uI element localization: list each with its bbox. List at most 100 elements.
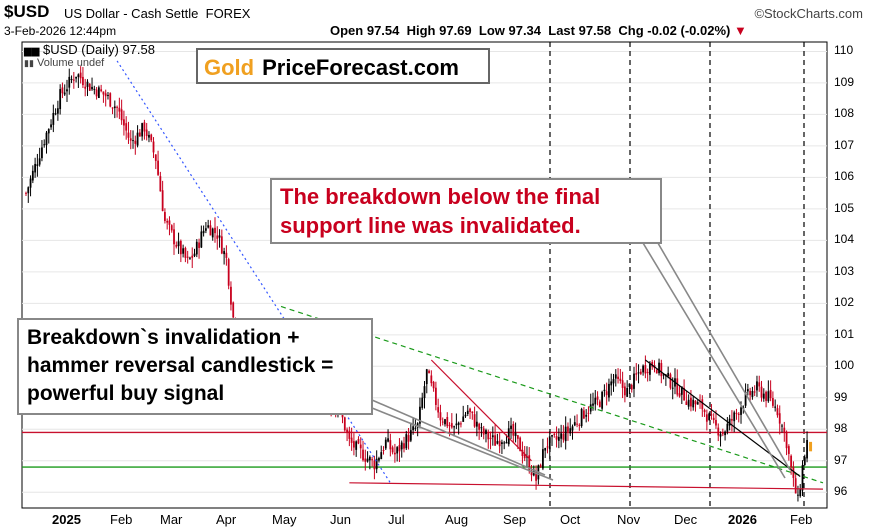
candle-body	[726, 423, 729, 432]
x-tick-label: May	[272, 512, 297, 527]
candle-body	[623, 386, 626, 396]
candle-body	[161, 190, 164, 212]
candle-body	[719, 434, 722, 437]
candle-body	[425, 369, 428, 385]
candle-body	[637, 372, 640, 374]
candle-body	[596, 396, 599, 400]
candle-body	[168, 220, 171, 225]
candle-body	[694, 400, 697, 405]
candle-body	[696, 402, 699, 405]
candle-body	[109, 93, 112, 107]
candle-body	[393, 452, 396, 455]
candle-body	[489, 437, 492, 440]
candle-body	[434, 387, 437, 405]
candle-body	[728, 418, 731, 426]
candle-body	[701, 399, 704, 410]
x-tick-label: Oct	[560, 512, 581, 527]
candle-body	[578, 424, 581, 426]
candle-body	[621, 380, 624, 388]
candle-body	[733, 412, 736, 422]
candle-body	[164, 212, 166, 221]
candle-body	[348, 430, 351, 439]
candle-body	[480, 427, 483, 429]
plot-area	[21, 41, 828, 509]
x-tick-label: Sep	[503, 512, 527, 527]
quote-bar: Open 97.54 High 97.69 Low 97.34 Last 97.…	[330, 23, 747, 38]
candle-body	[72, 79, 75, 81]
candle-body	[93, 88, 96, 90]
candle-body	[113, 106, 116, 109]
candle-body	[220, 236, 223, 254]
candle-body	[783, 427, 786, 433]
candle-body	[380, 452, 383, 460]
candle-body	[364, 458, 367, 462]
candle-body	[177, 241, 180, 247]
low-value: Low 97.34	[478, 23, 542, 38]
brand-label[interactable]: ©StockCharts.com	[754, 6, 863, 21]
candle-body	[378, 458, 380, 461]
candle-body	[143, 122, 146, 132]
candle-body	[580, 408, 583, 427]
candle-body	[512, 424, 515, 436]
candle-body	[530, 470, 533, 476]
candle-body	[132, 140, 134, 142]
candle-body	[47, 129, 50, 134]
candle-body	[797, 494, 799, 496]
candle-body	[660, 363, 663, 377]
candle-body	[756, 381, 758, 391]
candle-body	[753, 391, 756, 393]
x-tick-label: 2026	[728, 512, 757, 527]
logo-gold: Gold	[204, 55, 255, 80]
candle-body	[608, 383, 610, 398]
candle-body	[594, 397, 597, 405]
candle-body	[102, 91, 105, 95]
candle-body	[186, 256, 189, 258]
candle-body	[690, 397, 692, 407]
series-icon: ▆▆	[24, 46, 40, 57]
candle-body	[501, 442, 503, 445]
candle-body	[567, 426, 569, 432]
candle-body	[88, 83, 91, 91]
candle-body	[398, 445, 401, 452]
candle-body	[564, 426, 567, 442]
candle-body	[767, 391, 770, 402]
candle-body	[407, 435, 410, 442]
candle-body	[551, 435, 553, 437]
candle-body	[516, 435, 519, 439]
candle-body	[54, 113, 57, 115]
candle-body	[173, 229, 175, 245]
candle-body	[642, 365, 645, 373]
annotation-pointer	[654, 237, 791, 471]
candle-body	[544, 447, 547, 451]
candle-body	[603, 389, 606, 392]
y-tick-label: 110	[834, 43, 854, 58]
volume-legend: ▮▮ Volume undef	[24, 57, 104, 69]
candle-body	[91, 86, 93, 90]
change-value: Chg -0.02 (-0.02%)	[618, 23, 731, 38]
candle-body	[31, 170, 34, 181]
y-tick-label: 107	[834, 137, 855, 152]
exchange-label: FOREX	[205, 6, 251, 21]
candle-body	[482, 428, 485, 435]
symbol-description: US Dollar - Cash Settle FOREX	[64, 6, 250, 21]
candle-body	[371, 459, 374, 461]
candle-body	[391, 447, 394, 453]
candle-body	[712, 417, 715, 420]
candle-body	[658, 362, 660, 374]
candle-body	[111, 107, 114, 109]
candle-body	[209, 225, 212, 236]
candle-body	[191, 255, 194, 258]
candle-body	[737, 413, 740, 416]
candle-body	[542, 449, 544, 469]
candle-body	[646, 371, 649, 374]
candle-body	[801, 465, 804, 491]
candle-body	[505, 442, 508, 444]
candle-body	[362, 449, 364, 461]
candle-body	[136, 132, 139, 146]
candle-body	[535, 471, 537, 481]
candle-body	[170, 225, 173, 231]
candle-body	[343, 417, 346, 431]
candle-body	[519, 437, 522, 452]
candle-body	[491, 435, 494, 438]
candle-body	[129, 138, 132, 141]
